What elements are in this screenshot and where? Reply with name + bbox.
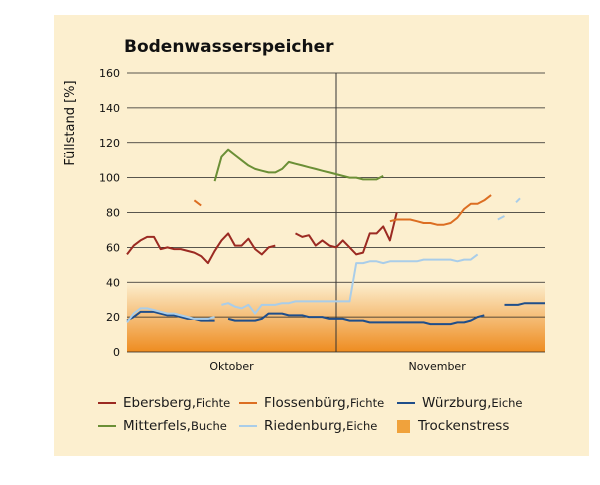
series-line-segment <box>126 232 276 265</box>
y-tick-label: 100 <box>99 172 120 185</box>
legend-swatch-line <box>98 425 116 427</box>
legend-swatch-line <box>239 402 257 404</box>
y-tick-label: 20 <box>106 311 120 324</box>
legend-item-mitterfels: Mitterfels, Buche <box>98 418 227 434</box>
legend-species: Buche <box>190 419 227 433</box>
legend-name: Trockenstress <box>418 418 510 434</box>
series-line-segment <box>295 212 398 256</box>
legend-item-flossenbürg: Flossenbürg, Fichte <box>239 395 384 411</box>
series-line-segment <box>221 253 479 315</box>
series-line-segment <box>497 215 505 221</box>
legend-item-riedenburg: Riedenburg, Eiche <box>239 418 377 434</box>
x-tick-labels: Oktober November <box>209 360 466 373</box>
series-line-segment <box>126 310 215 322</box>
legend-species: Fichte <box>196 396 231 410</box>
y-tick-label: 120 <box>99 137 120 150</box>
line-chart: 0 20 40 60 80 100 120 140 160 Oktober November Bo… <box>63 37 545 373</box>
series-lines <box>126 148 545 326</box>
series-line-segment <box>213 148 384 182</box>
legend-item-würzburg: Würzburg, Eiche <box>397 395 523 411</box>
chart-title: Bodenwasserspeicher <box>124 37 334 57</box>
series-line-segment <box>504 302 545 306</box>
series-ebersberg <box>126 212 398 265</box>
y-tick-label: 60 <box>106 241 120 254</box>
y-tick-label: 80 <box>106 207 120 220</box>
chart-panel: 0 20 40 60 80 100 120 140 160 Oktober November Bo… <box>54 15 589 456</box>
x-tick-label: November <box>409 360 467 373</box>
y-tick-label: 140 <box>99 102 120 115</box>
legend-swatch-line <box>98 402 116 404</box>
legend-name: Würzburg, <box>422 395 492 411</box>
legend-name: Flossenbürg, <box>264 395 351 411</box>
legend-name: Riedenburg, <box>264 418 347 434</box>
series-würzburg <box>126 302 545 326</box>
y-tick-labels: 0 20 40 60 80 100 120 140 160 <box>99 67 120 359</box>
series-riedenburg <box>126 197 521 324</box>
series-flossenbürg <box>193 194 492 226</box>
y-tick-label: 0 <box>113 346 120 359</box>
series-line-segment <box>389 194 492 226</box>
legend-name: Mitterfels, <box>123 418 191 434</box>
series-mitterfels <box>213 148 384 182</box>
legend-species: Eiche <box>346 419 378 433</box>
legend-species: Eiche <box>491 396 523 410</box>
series-line-segment <box>227 312 485 326</box>
series-line-segment <box>126 307 215 324</box>
series-line-segment <box>193 199 202 207</box>
legend-item-ebersberg: Ebersberg, Fichte <box>98 395 230 411</box>
legend-item-trockenstress: Trockenstress <box>397 418 509 434</box>
y-axis-label: Füllstand [%] <box>63 80 78 165</box>
x-tick-label: Oktober <box>209 360 254 373</box>
legend-swatch-square <box>397 419 410 433</box>
legend-swatch-line <box>397 402 415 404</box>
series-point <box>515 197 521 204</box>
legend-name: Ebersberg, <box>123 395 197 411</box>
legend-species: Fichte <box>350 396 385 410</box>
y-tick-label: 160 <box>99 67 120 80</box>
y-tick-label: 40 <box>106 276 120 289</box>
legend-swatch-line <box>239 425 257 427</box>
